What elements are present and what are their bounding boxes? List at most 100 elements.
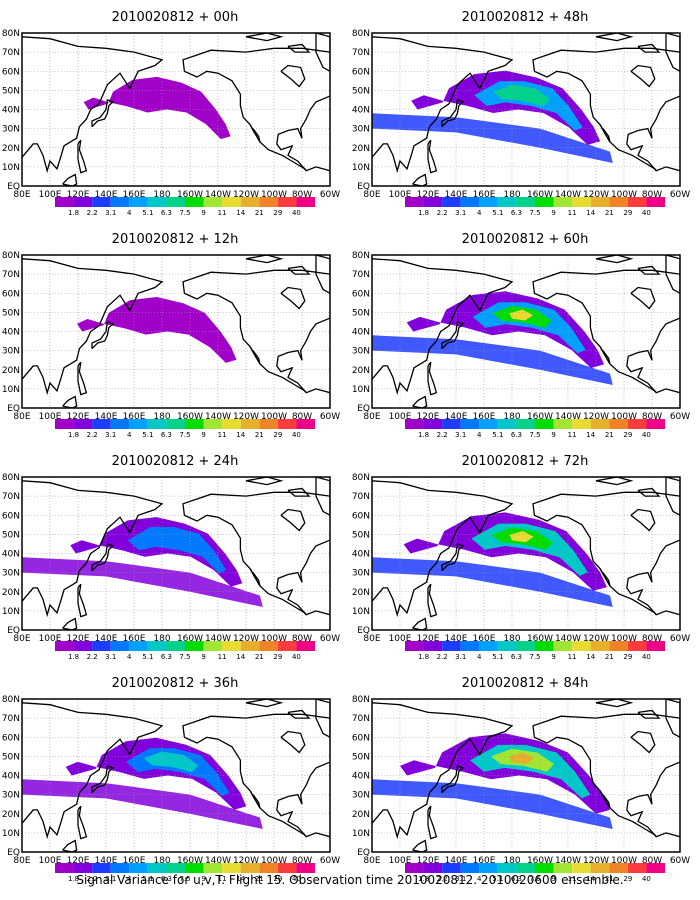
panel-title: 2010020812 + 72h — [461, 454, 589, 469]
colorbar-label: 21 — [605, 209, 614, 217]
lat-label: 60N — [2, 289, 20, 299]
colorbar-swatch — [296, 641, 315, 651]
colorbar-label: 40 — [642, 653, 651, 661]
colorbar-label: 9 — [551, 875, 555, 883]
colorbar-swatch — [553, 641, 573, 651]
colorbar-label: 11 — [568, 431, 577, 439]
lon-label: 140E — [95, 412, 118, 422]
colorbar-swatch — [627, 863, 647, 873]
lat-label: 20N — [2, 366, 20, 376]
colorbar-label: 11 — [568, 875, 577, 883]
colorbar-swatch — [259, 419, 278, 429]
colorbar-swatch — [590, 641, 610, 651]
colorbar-swatch — [497, 419, 517, 429]
colorbar-label: 5.1 — [142, 653, 153, 661]
variance-region — [493, 84, 550, 106]
colorbar-swatch — [166, 863, 185, 873]
colorbar-swatch — [203, 197, 223, 207]
lat-label: 60N — [352, 289, 370, 299]
lat-label: 20N — [352, 366, 370, 376]
coastline — [77, 361, 88, 396]
lat-label: 80N — [352, 695, 370, 705]
colorbar-swatch — [110, 863, 130, 873]
lon-label: 100E — [389, 634, 412, 644]
colorbar-label: 1.8 — [68, 653, 79, 661]
map-panel: 2010020812 + 72h 80N 70N 60N 50N 40N 30N 20N 10N… — [350, 444, 700, 669]
colorbar-label: 4 — [127, 653, 132, 661]
variance-region — [22, 557, 263, 607]
colorbar-swatch — [222, 419, 241, 429]
colorbar-swatch — [92, 419, 111, 429]
colorbar-swatch — [479, 197, 498, 207]
lon-label: 140W — [555, 634, 581, 644]
lon-label: 140W — [205, 190, 231, 200]
lon-label: 80E — [13, 412, 30, 422]
colorbar-swatch — [185, 863, 204, 873]
colorbar-label: 40 — [292, 209, 301, 217]
coastline — [249, 124, 261, 143]
lon-label: 80W — [292, 190, 312, 200]
colorbar-label: 6.3 — [511, 653, 522, 661]
colorbar-label: 40 — [642, 875, 651, 883]
colorbar-label: 21 — [255, 875, 264, 883]
lon-label: 120W — [583, 634, 609, 644]
lat-label: 30N — [352, 125, 370, 135]
coastline — [427, 583, 438, 618]
colorbar-label: 2.2 — [87, 431, 98, 439]
lon-label: 80W — [292, 634, 312, 644]
lat-label: 40N — [352, 328, 370, 338]
colorbar-swatch — [423, 419, 443, 429]
coastline — [249, 346, 261, 365]
lon-label: 120E — [417, 856, 440, 866]
colorbar-swatch — [92, 641, 111, 651]
map-panel: 2010020812 + 84h 80N 70N 60N 50N 40N 30N 20N 10N… — [350, 666, 700, 891]
panel-title: 2010020812 + 12h — [111, 232, 239, 247]
lon-label: 160W — [177, 412, 203, 422]
lon-label: 80E — [13, 856, 30, 866]
coastline — [287, 709, 311, 719]
colorbar-swatch — [129, 419, 148, 429]
lat-label: EQ — [357, 182, 370, 192]
variance-region — [509, 531, 534, 543]
colorbar-label: 1.8 — [68, 431, 79, 439]
colorbar-swatch — [460, 641, 480, 651]
lat-label: 20N — [2, 810, 20, 820]
colorbar-swatch — [479, 863, 498, 873]
colorbar-label: 11 — [218, 209, 227, 217]
lon-label: 100E — [39, 190, 62, 200]
colorbar-swatch — [627, 641, 647, 651]
coastline — [665, 477, 680, 517]
lon-label: 80W — [292, 412, 312, 422]
lon-label: 80E — [363, 856, 380, 866]
colorbar-swatch — [553, 197, 573, 207]
colorbar-label: 40 — [642, 209, 651, 217]
colorbar-swatch — [110, 419, 130, 429]
lat-label: 50N — [352, 86, 370, 96]
colorbar-label: 21 — [605, 653, 614, 661]
coastline — [427, 361, 438, 396]
colorbar-swatch — [73, 197, 93, 207]
variance-region — [509, 752, 535, 764]
lon-label: 100W — [261, 412, 287, 422]
variance-region — [509, 309, 534, 321]
coastline — [665, 255, 680, 295]
colorbar-label: 7.5 — [529, 875, 540, 883]
lon-label: 80W — [642, 412, 662, 422]
colorbar-label: 1.8 — [68, 209, 79, 217]
colorbar-label: 21 — [605, 875, 614, 883]
lon-label: 140W — [555, 412, 581, 422]
lon-label: 60W — [320, 634, 340, 644]
lat-label: 50N — [2, 752, 20, 762]
colorbar-swatch — [553, 419, 573, 429]
colorbar-label: 4 — [477, 653, 482, 661]
lat-label: 70N — [2, 714, 20, 724]
colorbar-label: 9 — [201, 875, 205, 883]
lat-label: 70N — [352, 714, 370, 724]
lat-label: 70N — [352, 492, 370, 502]
colorbar-swatch — [73, 641, 93, 651]
colorbar-swatch — [166, 641, 185, 651]
colorbar-label: 9 — [201, 209, 205, 217]
colorbar-swatch — [222, 863, 241, 873]
coastline — [182, 269, 330, 394]
